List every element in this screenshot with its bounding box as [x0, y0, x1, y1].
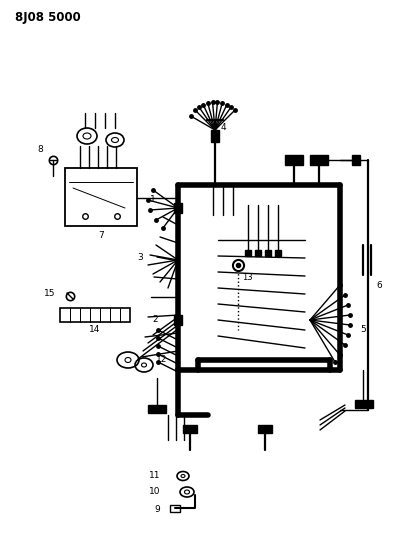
Bar — [310, 155, 328, 165]
Bar — [258, 425, 272, 433]
Bar — [355, 400, 373, 408]
Text: 7: 7 — [98, 231, 104, 240]
Text: 11: 11 — [148, 472, 160, 481]
Text: 3: 3 — [137, 254, 143, 262]
Bar — [65, 168, 137, 226]
Bar — [211, 130, 219, 142]
Bar — [60, 308, 130, 322]
Text: 12: 12 — [156, 356, 167, 365]
Bar — [275, 250, 281, 256]
Text: 2: 2 — [152, 316, 158, 325]
Text: 9: 9 — [154, 505, 160, 514]
Text: 15: 15 — [43, 289, 55, 298]
Text: 1: 1 — [150, 196, 156, 205]
Bar — [285, 155, 303, 165]
Bar — [245, 250, 251, 256]
Text: 10: 10 — [148, 488, 160, 497]
Text: 5: 5 — [360, 326, 366, 335]
Bar — [148, 405, 166, 413]
Bar — [265, 250, 271, 256]
Bar — [352, 155, 360, 165]
Bar — [183, 425, 197, 433]
Text: 4: 4 — [221, 123, 227, 132]
Bar — [255, 250, 261, 256]
Text: 14: 14 — [89, 326, 101, 335]
Bar — [170, 505, 180, 512]
Text: 6: 6 — [376, 280, 382, 289]
Bar — [174, 203, 182, 213]
Text: 8J08 5000: 8J08 5000 — [15, 12, 81, 25]
Bar — [174, 315, 182, 325]
Text: 13: 13 — [242, 272, 253, 281]
Text: 8: 8 — [37, 146, 43, 155]
